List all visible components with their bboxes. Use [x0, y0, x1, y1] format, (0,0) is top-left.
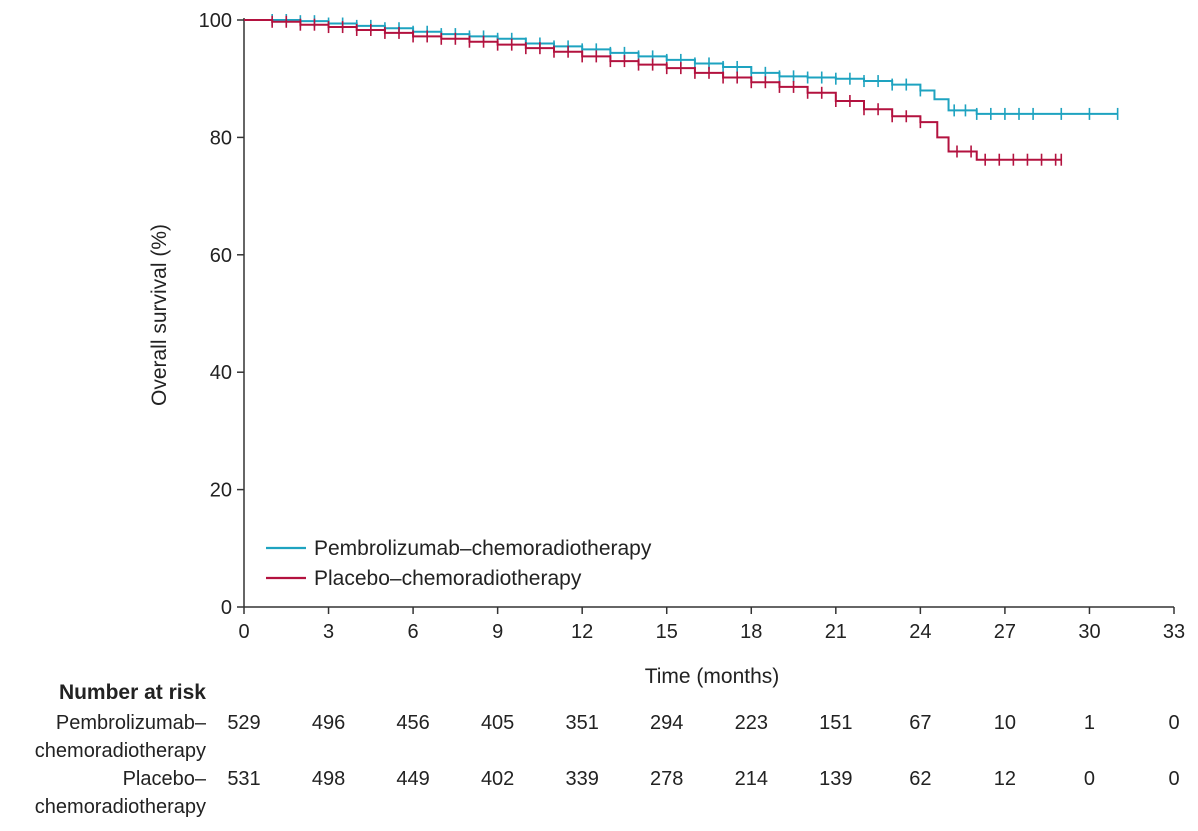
x-tick-label: 9 — [492, 621, 503, 643]
legend-label: Placebo–chemoradiotherapy — [314, 567, 582, 590]
risk-value: 10 — [994, 712, 1016, 734]
x-tick-label: 15 — [656, 621, 678, 643]
x-tick-label: 0 — [238, 621, 249, 643]
risk-value: 223 — [735, 712, 768, 734]
x-tick-label: 27 — [994, 621, 1016, 643]
risk-row-label: chemoradiotherapy — [35, 796, 206, 818]
risk-value: 214 — [735, 768, 768, 790]
risk-table-title: Number at risk — [59, 681, 206, 704]
risk-value: 498 — [312, 768, 345, 790]
risk-value: 62 — [909, 768, 931, 790]
risk-value: 1 — [1084, 712, 1095, 734]
risk-value: 339 — [565, 768, 598, 790]
risk-value: 405 — [481, 712, 514, 734]
risk-value: 0 — [1168, 712, 1179, 734]
series-placebo — [244, 15, 1063, 166]
x-tick-label: 30 — [1078, 621, 1100, 643]
y-axis-label: Overall survival (%) — [148, 224, 171, 406]
risk-value: 449 — [396, 768, 429, 790]
survival-curves — [244, 14, 1119, 166]
risk-value: 496 — [312, 712, 345, 734]
x-tick-label: 18 — [740, 621, 762, 643]
risk-value: 0 — [1084, 768, 1095, 790]
y-tick-label: 0 — [221, 597, 232, 619]
x-tick-label: 12 — [571, 621, 593, 643]
risk-row-label: chemoradiotherapy — [35, 740, 206, 762]
number-at-risk-table: Number at risk Pembrolizumab– chemoradioth… — [35, 681, 1180, 818]
x-tick-label: 21 — [825, 621, 847, 643]
y-tick-label: 80 — [210, 127, 232, 149]
x-tick-label: 33 — [1163, 621, 1185, 643]
legend: Pembrolizumab–chemoradiotherapy Placebo–c… — [266, 537, 652, 590]
risk-value: 151 — [819, 712, 852, 734]
y-tick-label: 40 — [210, 362, 232, 384]
survival-line — [244, 19, 1062, 161]
risk-value: 456 — [396, 712, 429, 734]
x-tick-label: 24 — [909, 621, 931, 643]
risk-value: 12 — [994, 768, 1016, 790]
y-tick-label: 60 — [210, 245, 232, 267]
risk-row-label: Pembrolizumab– — [56, 712, 207, 734]
risk-value: 0 — [1168, 768, 1179, 790]
risk-value: 294 — [650, 712, 683, 734]
risk-value: 531 — [227, 768, 260, 790]
risk-value: 529 — [227, 712, 260, 734]
risk-row-label: Placebo– — [123, 768, 207, 790]
x-tick-label: 6 — [408, 621, 419, 643]
risk-value: 402 — [481, 768, 514, 790]
risk-value: 139 — [819, 768, 852, 790]
risk-value: 351 — [565, 712, 598, 734]
legend-label: Pembrolizumab–chemoradiotherapy — [314, 537, 652, 560]
axes: 0 20 40 60 80 100 0 3 6 9 12 15 18 21 24 27 30 33 — [199, 10, 1186, 643]
x-tick-label: 3 — [323, 621, 334, 643]
x-axis-label: Time (months) — [645, 665, 780, 688]
risk-value: 67 — [909, 712, 931, 734]
risk-value: 278 — [650, 768, 683, 790]
y-tick-label: 20 — [210, 480, 232, 502]
y-tick-label: 100 — [199, 10, 232, 32]
